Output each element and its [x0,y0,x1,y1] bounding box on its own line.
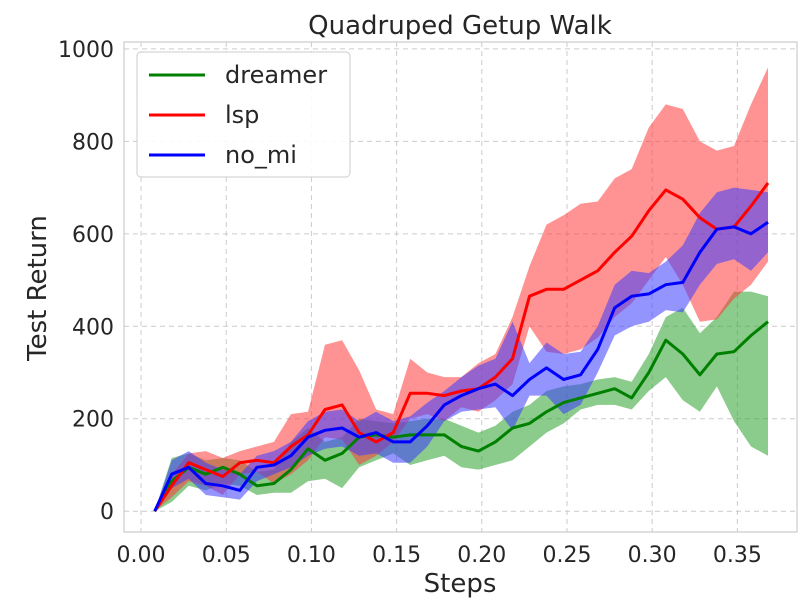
legend-label-no_mi: no_mi [225,141,297,169]
y-axis-label: Test Return [23,215,53,362]
confidence-bands [154,67,768,512]
y-tick-label: 400 [72,315,114,340]
x-tick-label: 0.05 [202,543,251,568]
legend-label-lsp: lsp [225,101,259,129]
line-no_mi [153,221,769,512]
x-tick-label: 0.20 [457,543,506,568]
series-lines [153,182,770,513]
legend-label-dreamer: dreamer [225,61,327,89]
legend: dreamer lsp no_mi [136,51,351,178]
plot-frame [123,41,798,533]
x-axis-ticks: 0.00 0.05 0.10 0.15 0.20 0.25 0.30 0.35 [117,543,762,568]
band-no_mi [154,187,768,512]
band-lsp [154,67,768,512]
line-lsp [153,182,770,513]
y-tick-label: 800 [72,130,114,155]
y-tick-label: 200 [72,408,114,433]
x-tick-label: 0.25 [542,543,591,568]
x-tick-label: 0.15 [372,543,421,568]
x-tick-label: 0.30 [628,543,677,568]
y-tick-label: 600 [72,223,114,248]
x-tick-label: 0.35 [713,543,762,568]
x-tick-label: 0.00 [117,543,166,568]
chart-title: Quadruped Getup Walk [308,11,612,41]
x-axis-label: Steps [424,569,497,599]
legend-box [136,51,351,178]
y-axis-ticks: 0 200 400 600 800 1000 [58,38,114,525]
x-tick-label: 0.10 [287,543,336,568]
y-tick-label: 1000 [58,38,114,63]
y-tick-label: 0 [100,500,114,525]
line-dreamer [153,320,769,512]
